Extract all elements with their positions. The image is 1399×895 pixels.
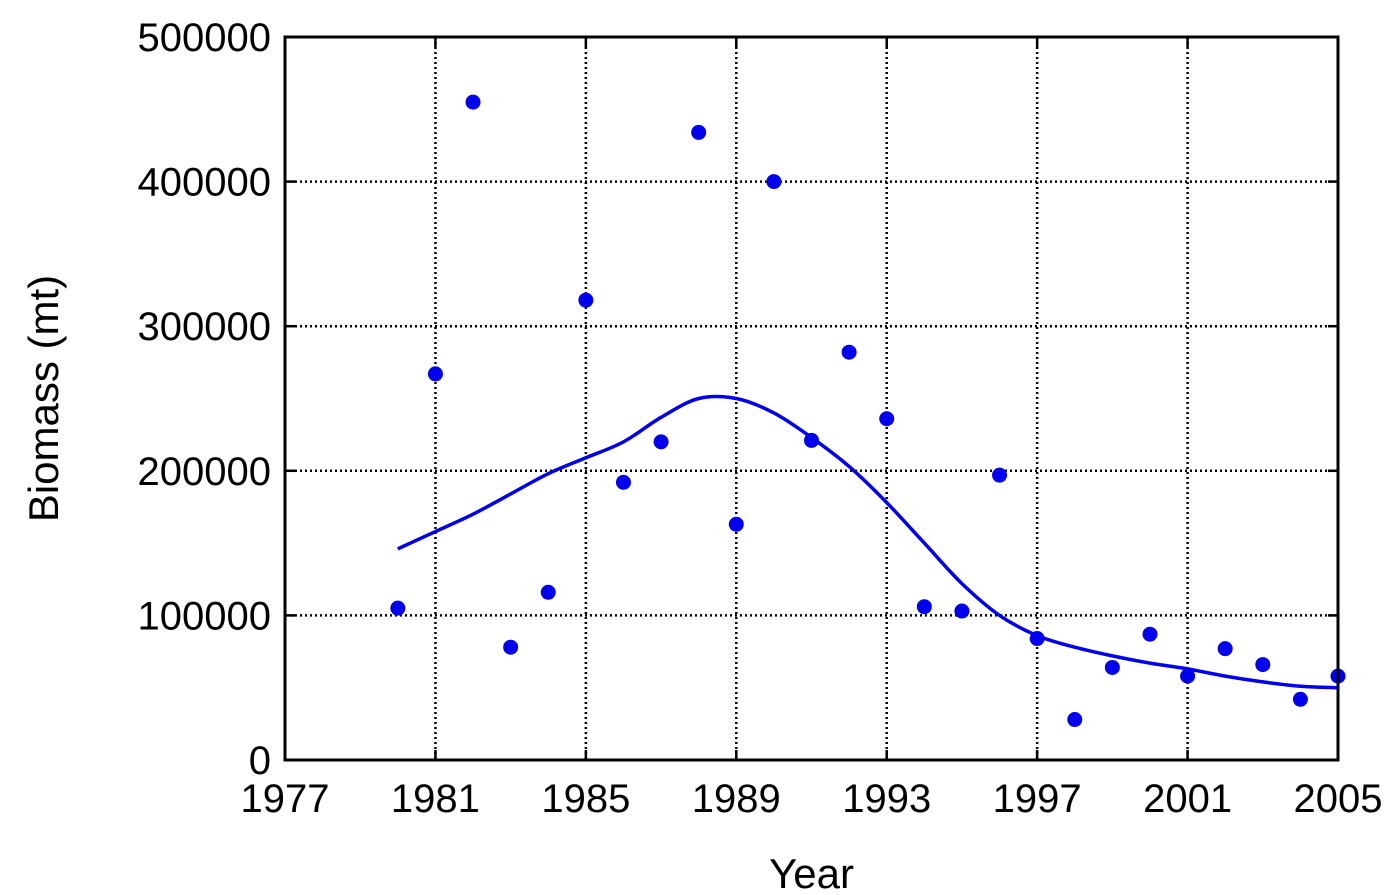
trend-line [397,394,1339,690]
data-point [390,600,406,616]
data-point [1029,631,1045,647]
data-point [1255,657,1271,673]
data-point [427,366,443,382]
data-point [804,432,819,448]
y-tick-label: 0 [249,739,271,783]
x-tick-label: 1981 [391,777,480,821]
data-points [390,94,1346,728]
data-point [1067,712,1083,728]
data-point [691,124,707,140]
x-tick-label: 2001 [1143,777,1232,821]
data-point [728,516,744,532]
axis-ticks [283,35,1340,762]
x-tick-label: 1993 [842,777,931,821]
data-point [916,599,932,615]
data-point [1292,691,1308,707]
data-point [1180,668,1196,684]
trend-line-layer [397,394,1339,690]
x-axis-label: Year [769,850,854,895]
x-tick-label: 1997 [993,777,1082,821]
data-point [879,411,895,427]
y-tick-label: 300000 [138,305,271,349]
x-tick-label: 1989 [692,777,781,821]
plot-frame [283,35,1340,762]
y-tick-label: 400000 [138,161,271,205]
data-point [578,292,594,308]
data-point [1142,626,1158,642]
data-point [992,467,1008,483]
grid-lines [285,37,1338,760]
data-point [1104,659,1120,675]
data-point [503,639,519,655]
y-axis-label: Biomass (mt) [20,275,67,522]
data-point [954,603,970,619]
x-tick-labels: 1977 1981 1985 1989 1993 1997 2001 2005 [241,777,1383,821]
x-tick-label: 2005 [1294,777,1383,821]
data-point [615,474,631,490]
x-tick-label: 1977 [241,777,330,821]
y-tick-label: 200000 [138,450,271,494]
x-tick-label: 1985 [541,777,630,821]
data-point [841,344,857,360]
y-tick-labels: 0 100000 200000 300000 400000 500000 [138,16,271,783]
data-point [653,434,669,450]
data-point [766,174,782,190]
data-point [465,94,481,110]
data-point [540,584,556,600]
y-tick-label: 500000 [138,16,271,60]
y-tick-label: 100000 [138,594,271,638]
data-point [1217,641,1233,657]
